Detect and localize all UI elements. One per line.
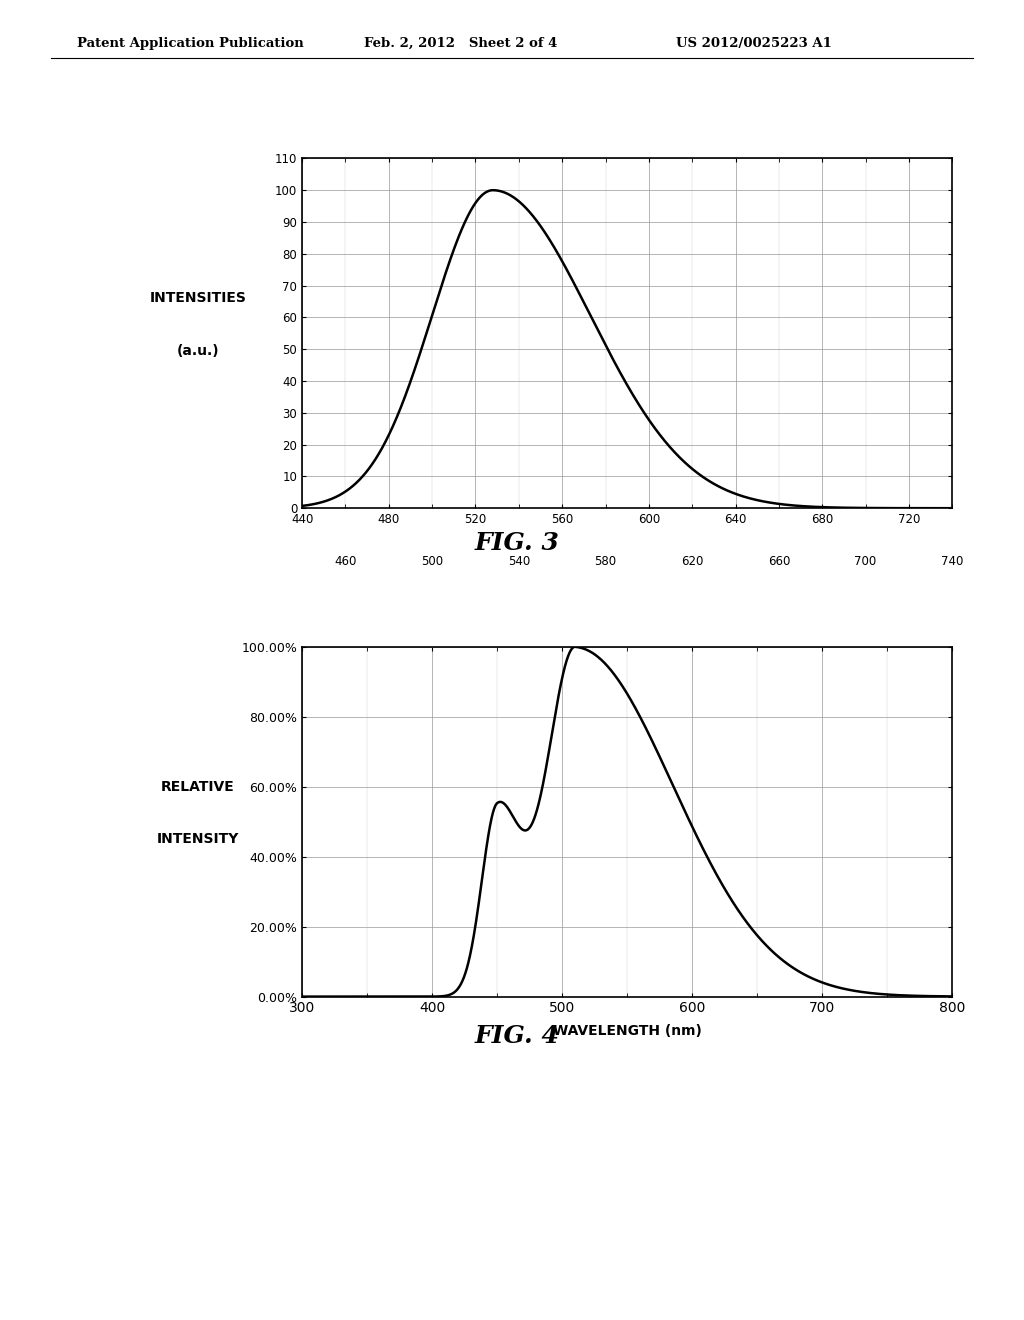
Text: US 2012/0025223 A1: US 2012/0025223 A1 (676, 37, 831, 50)
Text: RELATIVE: RELATIVE (161, 780, 234, 793)
Text: FIG. 3: FIG. 3 (475, 532, 559, 556)
Text: (a.u.): (a.u.) (177, 343, 219, 358)
Text: INTENSITIES: INTENSITIES (150, 292, 247, 305)
Text: Feb. 2, 2012   Sheet 2 of 4: Feb. 2, 2012 Sheet 2 of 4 (364, 37, 557, 50)
Text: INTENSITY: INTENSITY (157, 832, 240, 846)
Text: Patent Application Publication: Patent Application Publication (77, 37, 303, 50)
Text: FIG. 4: FIG. 4 (475, 1024, 559, 1048)
X-axis label: WAVELENGTH (nm): WAVELENGTH (nm) (553, 1024, 701, 1038)
